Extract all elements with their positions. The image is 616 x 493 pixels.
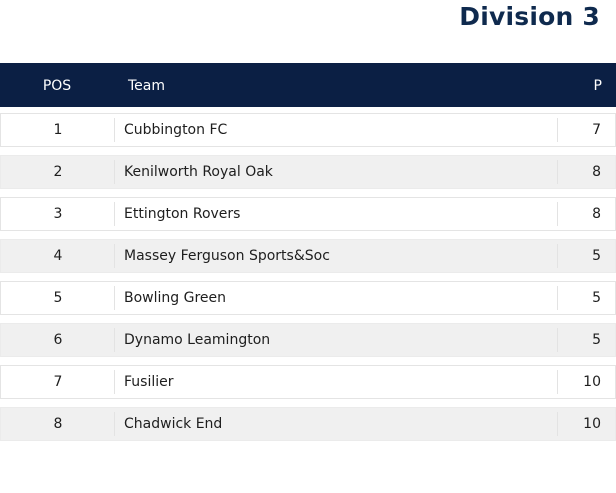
row-team: Massey Ferguson Sports&Soc bbox=[124, 248, 330, 264]
header-team: Team bbox=[128, 78, 166, 94]
column-divider bbox=[557, 286, 558, 310]
row-pos: 4 bbox=[53, 248, 63, 264]
column-divider bbox=[114, 202, 115, 226]
table-row[interactable]: 5 Bowling Green 5 bbox=[0, 281, 616, 315]
column-divider bbox=[114, 412, 115, 436]
row-played: 5 bbox=[592, 332, 601, 348]
row-team: Cubbington FC bbox=[124, 122, 228, 138]
page-title: Division 3 bbox=[459, 2, 600, 31]
row-pos: 7 bbox=[53, 374, 63, 390]
row-pos: 8 bbox=[53, 416, 63, 432]
row-played: 5 bbox=[592, 248, 601, 264]
column-divider bbox=[557, 412, 558, 436]
row-pos: 6 bbox=[53, 332, 63, 348]
table-row[interactable]: 6 Dynamo Leamington 5 bbox=[0, 323, 616, 357]
row-pos: 3 bbox=[53, 206, 63, 222]
column-divider bbox=[114, 286, 115, 310]
column-divider bbox=[557, 118, 558, 142]
table-header: POS Team P bbox=[0, 63, 616, 107]
column-divider bbox=[557, 160, 558, 184]
table-row[interactable]: 1 Cubbington FC 7 bbox=[0, 113, 616, 147]
column-divider bbox=[557, 328, 558, 352]
row-team: Ettington Rovers bbox=[124, 206, 241, 222]
row-played: 10 bbox=[583, 374, 601, 390]
row-pos: 5 bbox=[53, 290, 63, 306]
table-row[interactable]: 8 Chadwick End 10 bbox=[0, 407, 616, 441]
row-team: Dynamo Leamington bbox=[124, 332, 271, 348]
row-played: 7 bbox=[592, 122, 601, 138]
table-row[interactable]: 2 Kenilworth Royal Oak 8 bbox=[0, 155, 616, 189]
column-divider bbox=[557, 370, 558, 394]
column-divider bbox=[557, 244, 558, 268]
table-row[interactable]: 3 Ettington Rovers 8 bbox=[0, 197, 616, 231]
row-played: 8 bbox=[592, 206, 601, 222]
row-team: Fusilier bbox=[124, 374, 174, 390]
row-team: Bowling Green bbox=[124, 290, 227, 306]
row-played: 8 bbox=[592, 164, 601, 180]
header-played: P bbox=[593, 78, 602, 94]
column-divider bbox=[114, 370, 115, 394]
column-divider bbox=[114, 244, 115, 268]
column-divider bbox=[114, 328, 115, 352]
table-body: 1 Cubbington FC 7 2 Kenilworth Royal Oak… bbox=[0, 113, 616, 441]
column-divider bbox=[114, 118, 115, 142]
column-divider bbox=[114, 160, 115, 184]
header-pos: POS bbox=[42, 78, 72, 94]
row-played: 5 bbox=[592, 290, 601, 306]
row-played: 10 bbox=[583, 416, 601, 432]
league-table: POS Team P 1 Cubbington FC 7 2 Kenilwort… bbox=[0, 63, 616, 441]
row-pos: 1 bbox=[53, 122, 63, 138]
table-row[interactable]: 7 Fusilier 10 bbox=[0, 365, 616, 399]
column-divider bbox=[557, 202, 558, 226]
row-pos: 2 bbox=[53, 164, 63, 180]
row-team: Kenilworth Royal Oak bbox=[124, 164, 273, 180]
table-row[interactable]: 4 Massey Ferguson Sports&Soc 5 bbox=[0, 239, 616, 273]
row-team: Chadwick End bbox=[124, 416, 223, 432]
